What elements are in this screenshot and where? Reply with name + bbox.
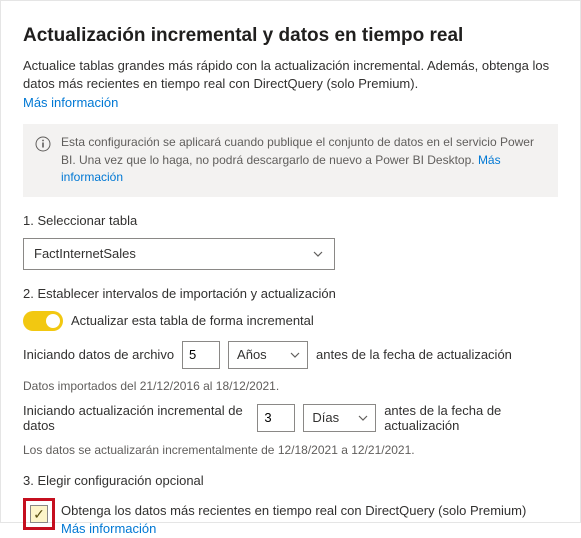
incremental-refresh-toggle[interactable] (23, 311, 63, 331)
archive-value-input[interactable] (182, 341, 220, 369)
archive-suffix: antes de la fecha de actualización (316, 347, 512, 362)
archive-hint: Datos importados del 21/12/2016 al 18/12… (23, 379, 558, 393)
archive-prefix: Iniciando datos de archivo (23, 347, 174, 362)
chevron-down-icon (312, 248, 324, 260)
archive-unit-select[interactable]: Años (228, 341, 308, 369)
info-banner: Esta configuración se aplicará cuando pu… (23, 124, 558, 196)
step2-label: 2. Establecer intervalos de importación … (23, 286, 558, 301)
incremental-unit-select[interactable]: Días (303, 404, 376, 432)
info-text: Esta configuración se aplicará cuando pu… (61, 135, 534, 166)
option1-label: Obtenga los datos más recientes en tiemp… (61, 503, 526, 518)
highlight-annotation: ✓ (23, 498, 55, 530)
incremental-hint: Los datos se actualizarán incrementalmen… (23, 443, 558, 457)
dialog-title: Actualización incremental y datos en tie… (23, 25, 558, 47)
directquery-checkbox[interactable]: ✓ (30, 505, 48, 523)
table-select[interactable]: FactInternetSales (23, 238, 335, 270)
dialog-subtitle: Actualice tablas grandes más rápido con … (23, 57, 558, 93)
step3-label: 3. Elegir configuración opcional (23, 473, 558, 488)
incremental-suffix: antes de la fecha de actualización (384, 403, 558, 433)
incremental-value-input[interactable] (257, 404, 295, 432)
info-icon (35, 136, 51, 152)
incremental-prefix: Iniciando actualización incremental de d… (23, 403, 249, 433)
learn-more-link[interactable]: Más información (23, 95, 118, 110)
check-icon: ✓ (33, 507, 45, 521)
chevron-down-icon (289, 349, 301, 361)
toggle-label: Actualizar esta tabla de forma increment… (71, 313, 314, 328)
step1-label: 1. Seleccionar tabla (23, 213, 558, 228)
table-select-value: FactInternetSales (34, 246, 136, 261)
chevron-down-icon (357, 412, 369, 424)
